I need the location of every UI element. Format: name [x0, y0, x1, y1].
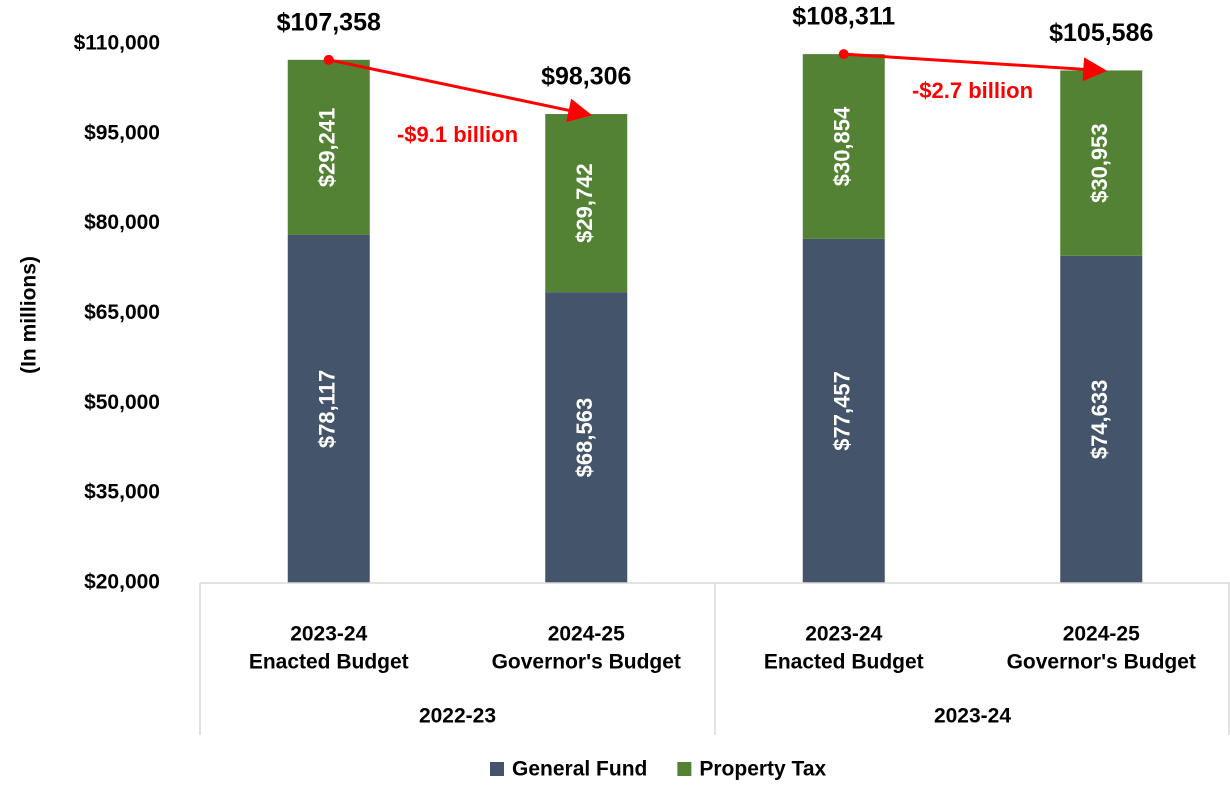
- x-tick-label: 2024-25: [548, 623, 625, 646]
- legend-label: Property Tax: [699, 758, 826, 781]
- bar-segment: [802, 238, 885, 583]
- annotation: -$9.1 billion: [397, 122, 518, 147]
- bar-segment: [287, 59, 370, 235]
- x-tick-label: Enacted Budget: [249, 651, 409, 674]
- bar-segment: [1060, 70, 1143, 256]
- data-label: $78,117: [315, 370, 340, 448]
- data-label: $29,241: [315, 108, 340, 188]
- change-arrow: [328, 58, 593, 123]
- total-label: $108,311: [792, 3, 895, 31]
- bar-segment: [545, 114, 628, 293]
- change-dot: [323, 54, 334, 65]
- x-tick-label: Enacted Budget: [764, 651, 924, 674]
- y-tick-label: $35,000: [84, 481, 160, 504]
- y-tick-label: $20,000: [84, 571, 160, 594]
- change-dot: [838, 49, 849, 60]
- total-label: $107,358: [277, 8, 381, 36]
- data-label: $30,854: [830, 106, 855, 186]
- total-label: $98,306: [541, 63, 631, 91]
- bar-segment: [1060, 255, 1143, 584]
- y-axis-title: (In millions): [18, 256, 41, 374]
- group-label: 2023-24: [934, 705, 1011, 728]
- data-label: $74,633: [1087, 380, 1112, 460]
- legend-swatch: [490, 762, 504, 776]
- y-tick-label: $95,000: [84, 121, 160, 144]
- y-tick-label: $80,000: [84, 211, 160, 234]
- data-label: $30,953: [1087, 123, 1112, 203]
- bar-segment: [287, 234, 370, 584]
- x-tick-label: 2023-24: [290, 623, 367, 646]
- bar-segment: [545, 292, 628, 583]
- legend-label: General Fund: [512, 758, 647, 781]
- change-arrow: [843, 52, 1108, 82]
- legend-swatch: [677, 762, 692, 776]
- x-tick-label: 2024-25: [1063, 623, 1140, 646]
- data-label: $77,457: [830, 371, 855, 451]
- data-label: $68,563: [572, 398, 597, 478]
- y-tick-label: $110,000: [74, 32, 160, 55]
- group-label: 2022-23: [419, 705, 496, 728]
- y-tick-label: $50,000: [84, 391, 160, 414]
- total-label: $105,586: [1049, 19, 1153, 47]
- y-tick-label: $65,000: [84, 301, 160, 324]
- x-tick-label: Governor's Budget: [1007, 651, 1196, 674]
- x-tick-label: 2023-24: [805, 623, 882, 646]
- data-label: $29,742: [572, 163, 597, 243]
- annotation: -$2.7 billion: [912, 78, 1033, 103]
- bar-segment: [802, 54, 885, 239]
- x-tick-label: Governor's Budget: [492, 651, 681, 674]
